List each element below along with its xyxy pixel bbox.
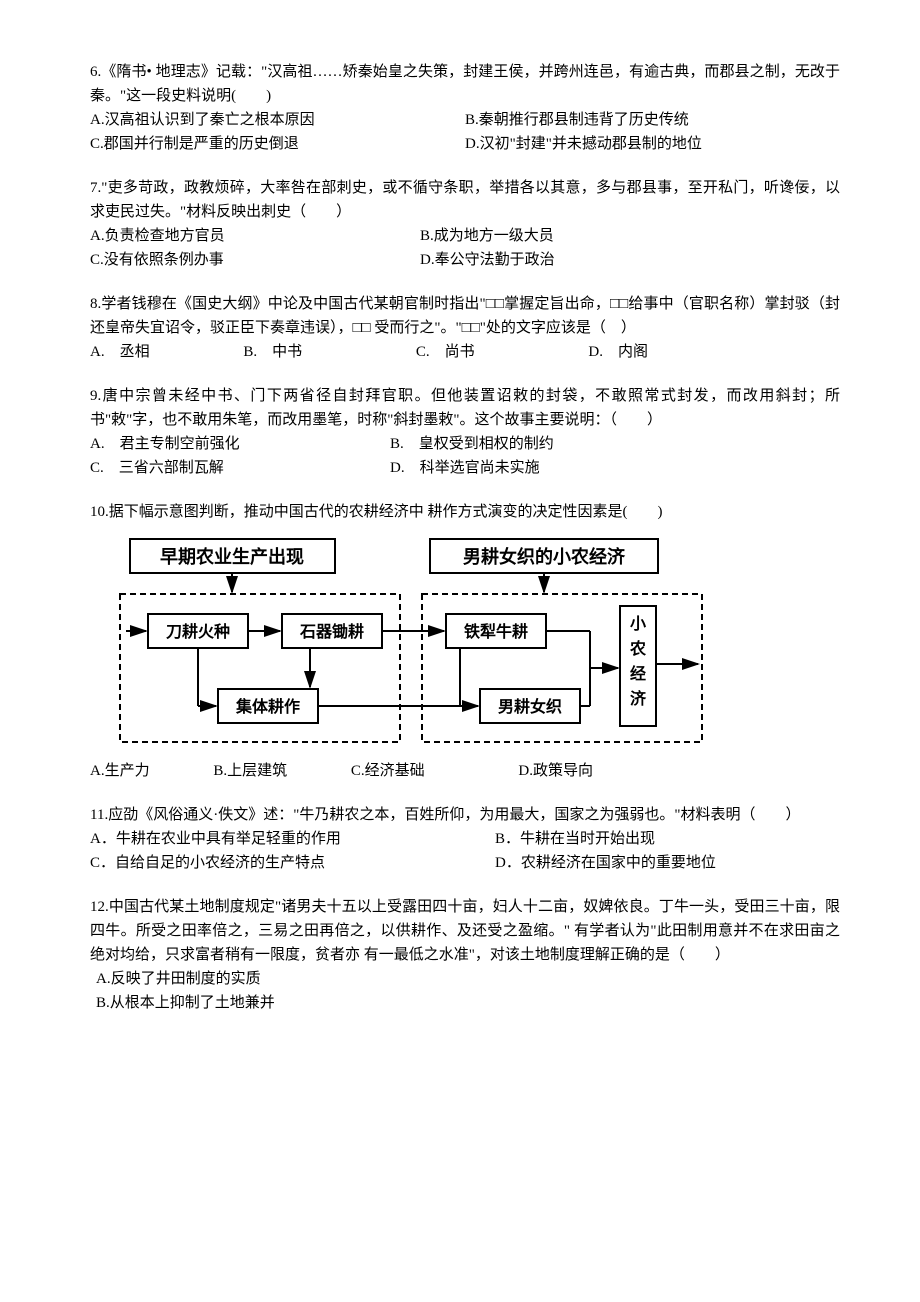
q7-opt-c: C.没有依照条例办事 bbox=[90, 248, 420, 272]
question-11: 11.应劭《风俗通义·佚文》述："牛乃耕农之本，百姓所仰，为用最大，国家之为强弱… bbox=[90, 803, 840, 875]
svg-text:济: 济 bbox=[630, 689, 647, 708]
q11-options: A．牛耕在农业中具有举足轻重的作用 B．牛耕在当时开始出现 C．自给自足的小农经… bbox=[90, 827, 840, 875]
q11-opt-c: C．自给自足的小农经济的生产特点 bbox=[90, 851, 495, 875]
question-12: 12.中国古代某土地制度规定"诸男夫十五以上受露田四十亩，妇人十二亩，奴婢依良。… bbox=[90, 895, 840, 1015]
q12-options: A.反映了井田制度的实质 B.从根本上抑制了土地兼并 bbox=[90, 967, 840, 1015]
svg-text:农: 农 bbox=[629, 639, 646, 658]
diagram-b2: 石器锄耕 bbox=[299, 622, 364, 641]
q8-text: 8.学者钱穆在《国史大纲》中论及中国古代某朝官制时指出"□□掌握定旨出命，□□给… bbox=[90, 292, 840, 340]
q9-opt-b: B. 皇权受到相权的制约 bbox=[390, 432, 840, 456]
q9-opt-c: C. 三省六部制瓦解 bbox=[90, 456, 390, 480]
question-7: 7."吏多苛政，政教烦碎，大率咎在部刺史，或不循守条职，举措各以其意，多与郡县事… bbox=[90, 176, 840, 272]
q6-opt-c: C.郡国并行制是严重的历史倒退 bbox=[90, 132, 465, 156]
q10-opt-d: D.政策导向 bbox=[518, 759, 593, 783]
q8-opt-d: D. 内阁 bbox=[588, 340, 648, 364]
q9-opt-d: D. 科举选官尚未实施 bbox=[390, 456, 840, 480]
question-8: 8.学者钱穆在《国史大纲》中论及中国古代某朝官制时指出"□□掌握定旨出命，□□给… bbox=[90, 292, 840, 364]
q7-options: A.负责检查地方官员 B.成为地方一级大员 C.没有依照条例办事 D.奉公守法勤… bbox=[90, 224, 840, 272]
q10-opt-c: C.经济基础 bbox=[351, 759, 425, 783]
q11-opt-a: A．牛耕在农业中具有举足轻重的作用 bbox=[90, 827, 495, 851]
question-9: 9.唐中宗曾未经中书、门下两省径自封拜官职。但他装置诏敕的封袋，不敢照常式封发，… bbox=[90, 384, 840, 480]
q6-opt-b: B.秦朝推行郡县制违背了历史传统 bbox=[465, 108, 840, 132]
svg-text:经: 经 bbox=[630, 664, 646, 683]
q9-options: A. 君主专制空前强化 B. 皇权受到相权的制约 C. 三省六部制瓦解 D. 科… bbox=[90, 432, 840, 480]
q12-opt-b: B.从根本上抑制了土地兼并 bbox=[90, 991, 840, 1015]
diagram-b3: 铁犁牛耕 bbox=[464, 622, 528, 641]
q7-opt-b: B.成为地方一级大员 bbox=[420, 224, 840, 248]
q8-options: A. 丞相 B. 中书 C. 尚书 D. 内阁 bbox=[90, 340, 840, 364]
q8-opt-b: B. 中书 bbox=[243, 340, 302, 364]
q6-options: A.汉高祖认识到了秦亡之根本原因 B.秦朝推行郡县制违背了历史传统 C.郡国并行… bbox=[90, 108, 840, 156]
q8-opt-c: C. 尚书 bbox=[416, 340, 475, 364]
q10-opt-b: B.上层建筑 bbox=[213, 759, 287, 783]
q6-opt-d: D.汉初"封建"并未撼动郡县制的地位 bbox=[465, 132, 840, 156]
q10-opt-a: A.生产力 bbox=[90, 759, 150, 783]
q7-text: 7."吏多苛政，政教烦碎，大率咎在部刺史，或不循守条职，举措各以其意，多与郡县事… bbox=[90, 176, 840, 224]
q7-opt-d: D.奉公守法勤于政治 bbox=[420, 248, 840, 272]
q12-opt-a: A.反映了井田制度的实质 bbox=[90, 967, 840, 991]
q9-text: 9.唐中宗曾未经中书、门下两省径自封拜官职。但他装置诏敕的封袋，不敢照常式封发，… bbox=[90, 384, 840, 432]
q8-opt-a: A. 丞相 bbox=[90, 340, 150, 364]
svg-text:小: 小 bbox=[630, 615, 646, 633]
question-10: 10.据下幅示意图判断，推动中国古代的农耕经济中 耕作方式演变的决定性因素是( … bbox=[90, 500, 840, 783]
q10-diagram: 早期农业生产出现 男耕女织的小农经济 刀耕火种 石器锄耕 铁犁牛耕 集体耕作 男… bbox=[110, 534, 840, 749]
q10-text: 10.据下幅示意图判断，推动中国古代的农耕经济中 耕作方式演变的决定性因素是( … bbox=[90, 500, 840, 524]
diagram-b1: 刀耕火种 bbox=[166, 622, 230, 641]
q7-opt-a: A.负责检查地方官员 bbox=[90, 224, 420, 248]
q6-text: 6.《隋书• 地理志》记载："汉高祖……矫秦始皇之失策，封建王侯，并跨州连邑，有… bbox=[90, 60, 840, 108]
question-6: 6.《隋书• 地理志》记载："汉高祖……矫秦始皇之失策，封建王侯，并跨州连邑，有… bbox=[90, 60, 840, 156]
q9-opt-a: A. 君主专制空前强化 bbox=[90, 432, 390, 456]
q12-text: 12.中国古代某土地制度规定"诸男夫十五以上受露田四十亩，妇人十二亩，奴婢依良。… bbox=[90, 895, 840, 967]
q10-options: A.生产力 B.上层建筑 C.经济基础 D.政策导向 bbox=[90, 759, 840, 783]
q11-text: 11.应劭《风俗通义·佚文》述："牛乃耕农之本，百姓所仰，为用最大，国家之为强弱… bbox=[90, 803, 840, 827]
diagram-top-left: 早期农业生产出现 bbox=[160, 546, 304, 567]
q11-opt-b: B．牛耕在当时开始出现 bbox=[495, 827, 840, 851]
diagram-top-right: 男耕女织的小农经济 bbox=[463, 546, 626, 567]
q11-opt-d: D．农耕经济在国家中的重要地位 bbox=[495, 851, 840, 875]
diagram-b5: 男耕女织 bbox=[498, 697, 562, 716]
diagram-b4: 集体耕作 bbox=[235, 697, 300, 716]
q6-opt-a: A.汉高祖认识到了秦亡之根本原因 bbox=[90, 108, 465, 132]
